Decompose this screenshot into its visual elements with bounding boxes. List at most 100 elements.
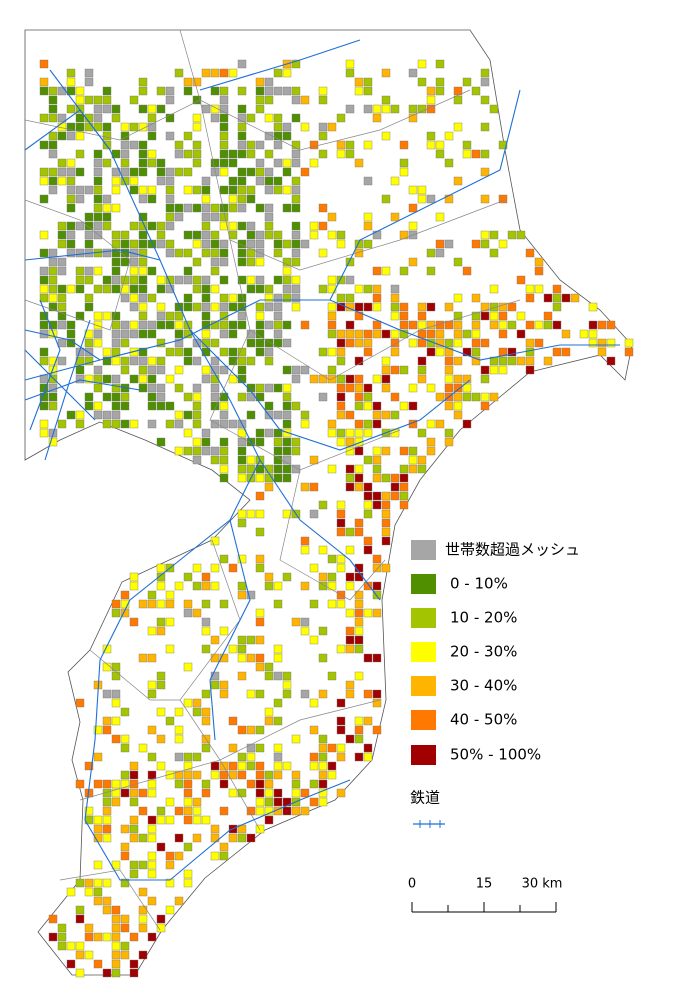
mesh-cell (174, 212, 184, 222)
mesh-cell (525, 293, 535, 303)
mesh-cell (111, 788, 121, 798)
mesh-cell (102, 689, 112, 699)
mesh-cell (480, 239, 490, 249)
mesh-cell (345, 140, 355, 150)
mesh-cell (327, 428, 337, 438)
mesh-cell (165, 203, 175, 213)
mesh-cell (435, 392, 445, 402)
mesh-cell (336, 275, 346, 285)
mesh-cell (147, 824, 157, 834)
mesh-cell (309, 509, 319, 519)
mesh-cell (390, 284, 400, 294)
mesh-cell (111, 401, 121, 411)
mesh-cell (93, 779, 103, 789)
mesh-cell (93, 122, 103, 132)
mesh-cell (165, 374, 175, 384)
mesh-cell (291, 158, 301, 168)
mesh-cell (273, 131, 283, 141)
mesh-cell (66, 122, 76, 132)
mesh-cell (345, 680, 355, 690)
mesh-cell (381, 131, 391, 141)
mesh-cell (111, 329, 121, 339)
mesh-cell (237, 194, 247, 204)
mesh-cell (435, 149, 445, 159)
mesh-cell (210, 68, 220, 78)
mesh-cell (138, 923, 148, 933)
mesh-cell (399, 140, 409, 150)
mesh-cell (435, 419, 445, 429)
mesh-cell (363, 338, 373, 348)
mesh-cell (318, 689, 328, 699)
mesh-cell (120, 851, 130, 861)
mesh-cell (192, 401, 202, 411)
mesh-cell (156, 365, 166, 375)
mesh-cell (75, 347, 85, 357)
mesh-cell (309, 221, 319, 231)
mesh-cell (381, 104, 391, 114)
mesh-cell (129, 761, 139, 771)
mesh-cell (210, 761, 220, 771)
mesh-cell (129, 581, 139, 591)
mesh-cell (102, 725, 112, 735)
mesh-cell (282, 473, 292, 483)
mesh-cell (291, 365, 301, 375)
mesh-cell (120, 230, 130, 240)
mesh-cell (165, 401, 175, 411)
mesh-cell (399, 500, 409, 510)
mesh-cell (354, 338, 364, 348)
mesh-cell (525, 248, 535, 258)
mesh-cell (66, 86, 76, 96)
mesh-cell (354, 383, 364, 393)
mesh-cell (210, 770, 220, 780)
mesh-cell (255, 824, 265, 834)
mesh-cell (102, 311, 112, 321)
mesh-cell (507, 356, 517, 366)
mesh-cell (363, 428, 373, 438)
mesh-cell (102, 131, 112, 141)
mesh-cell (372, 608, 382, 618)
mesh-cell (282, 680, 292, 690)
mesh-cell (201, 176, 211, 186)
mesh-cell (111, 950, 121, 960)
mesh-cell (111, 698, 121, 708)
mesh-cell (255, 176, 265, 186)
mesh-cell (327, 311, 337, 321)
mesh-cell (93, 824, 103, 834)
mesh-cell (417, 320, 427, 330)
mesh-cell (291, 194, 301, 204)
mesh-cell (192, 455, 202, 465)
mesh-cell (228, 320, 238, 330)
mesh-cell (264, 779, 274, 789)
legend-label: 40 - 50% (450, 711, 517, 729)
mesh-cell (354, 716, 364, 726)
mesh-cell (606, 338, 616, 348)
mesh-cell (147, 851, 157, 861)
mesh-cell (489, 302, 499, 312)
mesh-cell (210, 239, 220, 249)
mesh-cell (183, 806, 193, 816)
mesh-cell (246, 590, 256, 600)
mesh-cell (192, 356, 202, 366)
mesh-cell (444, 374, 454, 384)
mesh-cell (354, 734, 364, 744)
mesh-cell (219, 770, 229, 780)
mesh-cell (255, 338, 265, 348)
mesh-cell (57, 86, 67, 96)
mesh-cell (282, 167, 292, 177)
mesh-cell (138, 302, 148, 312)
mesh-cell (255, 302, 265, 312)
mesh-cell (102, 788, 112, 798)
mesh-cell (426, 95, 436, 105)
mesh-cell (399, 158, 409, 168)
mesh-cell (435, 212, 445, 222)
mesh-cell (210, 113, 220, 123)
mesh-cell (318, 347, 328, 357)
mesh-cell (57, 239, 67, 249)
mesh-cell (327, 122, 337, 132)
mesh-cell (165, 131, 175, 141)
mesh-cell (390, 104, 400, 114)
mesh-cell (147, 860, 157, 870)
mesh-cell (480, 149, 490, 159)
mesh-cell (399, 329, 409, 339)
mesh-cell (381, 563, 391, 573)
